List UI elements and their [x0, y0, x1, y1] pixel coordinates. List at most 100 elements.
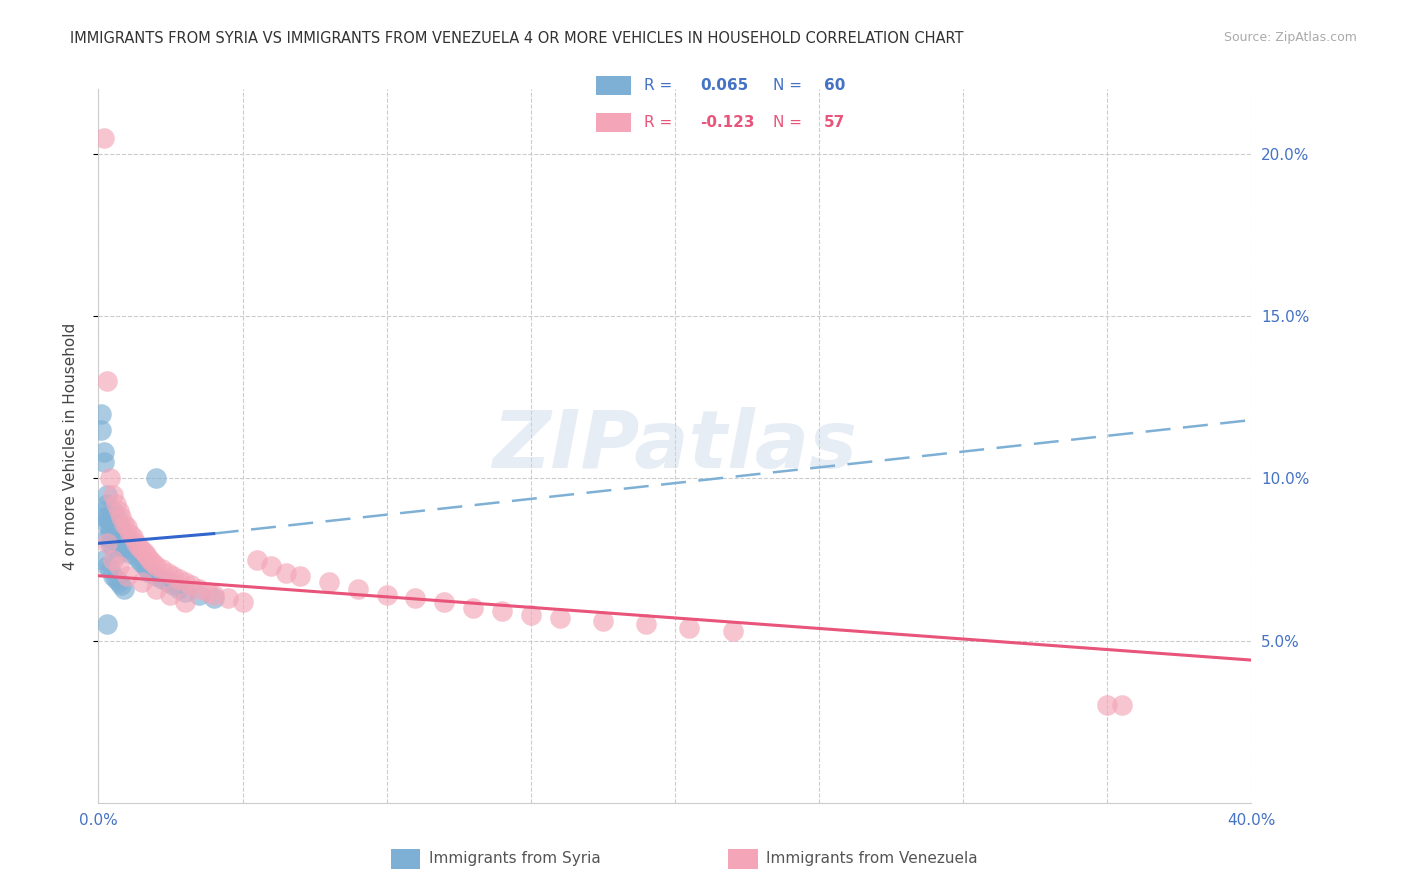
Point	[318, 575, 340, 590]
Point	[721, 624, 744, 638]
Point	[107, 559, 129, 574]
Point	[128, 552, 150, 566]
Point	[188, 582, 211, 596]
Point	[159, 588, 181, 602]
Point	[104, 497, 127, 511]
Point	[461, 601, 484, 615]
Point	[122, 542, 145, 557]
Point	[96, 516, 118, 531]
Point	[117, 540, 139, 554]
Point	[174, 585, 197, 599]
Point	[1097, 698, 1119, 713]
Point	[150, 572, 173, 586]
Point	[104, 530, 127, 544]
Point	[125, 536, 148, 550]
Point	[110, 520, 132, 534]
Point	[107, 575, 129, 590]
Text: -0.123: -0.123	[700, 115, 755, 130]
Point	[188, 588, 211, 602]
Point	[167, 572, 190, 586]
Point	[107, 536, 129, 550]
Point	[93, 510, 115, 524]
Text: Immigrants from Venezuela: Immigrants from Venezuela	[766, 851, 979, 866]
Point	[101, 540, 124, 554]
Point	[93, 131, 115, 145]
Text: R =: R =	[644, 78, 672, 93]
Point	[120, 526, 142, 541]
Point	[139, 566, 162, 580]
Text: N =: N =	[773, 115, 803, 130]
Point	[217, 591, 239, 606]
Point	[1111, 698, 1133, 713]
Point	[131, 556, 153, 570]
Point	[260, 559, 283, 574]
Point	[101, 514, 124, 528]
Point	[96, 488, 118, 502]
Point	[93, 552, 115, 566]
Point	[274, 566, 297, 580]
Point	[112, 582, 135, 596]
Point	[167, 582, 190, 596]
Point	[112, 526, 135, 541]
Point	[122, 530, 145, 544]
Point	[107, 526, 129, 541]
Point	[162, 568, 184, 582]
Point	[139, 552, 162, 566]
Point	[134, 546, 156, 560]
Point	[98, 471, 121, 485]
Point	[96, 374, 118, 388]
Point	[101, 488, 124, 502]
Point	[520, 607, 543, 622]
Point	[592, 614, 614, 628]
Point	[197, 585, 219, 599]
Point	[110, 530, 132, 544]
Point	[125, 549, 148, 564]
Point	[110, 510, 132, 524]
Point	[112, 516, 135, 531]
Bar	[596, 76, 631, 95]
Point	[136, 549, 159, 564]
Point	[145, 568, 167, 582]
Text: 60: 60	[824, 78, 845, 93]
Point	[131, 575, 153, 590]
Point	[96, 536, 118, 550]
Text: Immigrants from Syria: Immigrants from Syria	[429, 851, 600, 866]
Point	[110, 540, 132, 554]
Text: N =: N =	[773, 78, 803, 93]
Text: ZIPatlas: ZIPatlas	[492, 407, 858, 485]
Point	[156, 566, 179, 580]
Point	[107, 504, 129, 518]
Point	[162, 578, 184, 592]
Point	[174, 575, 197, 590]
Point	[134, 559, 156, 574]
Point	[96, 530, 118, 544]
Point	[231, 595, 254, 609]
Point	[246, 552, 269, 566]
Point	[101, 552, 124, 566]
Text: 57: 57	[824, 115, 845, 130]
Point	[107, 516, 129, 531]
Point	[548, 611, 571, 625]
Bar	[728, 848, 758, 869]
Point	[117, 568, 139, 582]
Point	[98, 562, 121, 576]
Point	[120, 546, 142, 560]
Point	[93, 504, 115, 518]
Point	[112, 536, 135, 550]
Point	[101, 526, 124, 541]
Point	[150, 562, 173, 576]
Point	[93, 455, 115, 469]
Point	[145, 471, 167, 485]
Text: R =: R =	[644, 115, 672, 130]
Point	[104, 572, 127, 586]
Point	[117, 520, 139, 534]
Point	[202, 591, 225, 606]
Point	[101, 568, 124, 582]
Point	[145, 559, 167, 574]
Point	[375, 588, 398, 602]
Text: Source: ZipAtlas.com: Source: ZipAtlas.com	[1223, 31, 1357, 45]
Point	[180, 578, 202, 592]
Point	[136, 562, 159, 576]
Point	[433, 595, 456, 609]
Point	[117, 530, 139, 544]
